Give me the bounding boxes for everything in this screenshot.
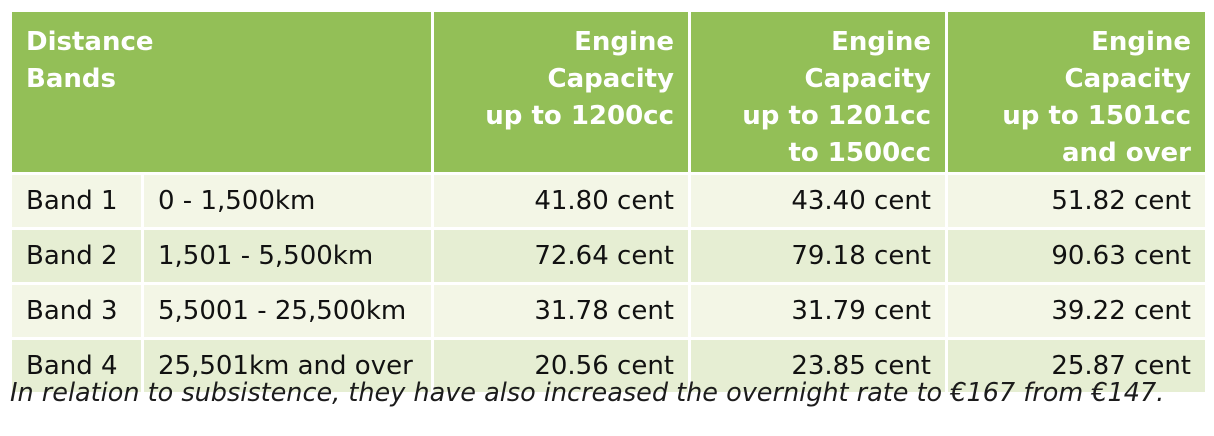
band-name-cell: Band 2: [9, 227, 144, 285]
band-name-cell: Band 4: [9, 337, 144, 395]
rate-cell: 31.78 cent: [431, 282, 691, 340]
rate-cell: 43.40 cent: [688, 172, 948, 230]
header-distance-bands: Distance Bands: [9, 9, 434, 175]
rate-cell: 51.82 cent: [945, 172, 1208, 230]
rate-cell: 79.18 cent: [688, 227, 948, 285]
band-name-cell: Band 3: [9, 282, 144, 340]
table-row: Band 1 0 - 1,500km 41.80 cent 43.40 cent…: [9, 172, 1208, 230]
table-row: Band 4 25,501km and over 20.56 cent 23.8…: [9, 337, 1208, 395]
mileage-rates-table: Distance Bands Engine Capacity up to 120…: [9, 9, 1208, 395]
header-row: Distance Bands Engine Capacity up to 120…: [9, 9, 1208, 175]
rate-cell: 20.56 cent: [431, 337, 691, 395]
distance-range-cell: 25,501km and over: [141, 337, 434, 395]
distance-range-cell: 1,501 - 5,500km: [141, 227, 434, 285]
rate-cell: 39.22 cent: [945, 282, 1208, 340]
table-row: Band 2 1,501 - 5,500km 72.64 cent 79.18 …: [9, 227, 1208, 285]
rate-cell: 25.87 cent: [945, 337, 1208, 395]
subsistence-note: In relation to subsistence, they have al…: [10, 378, 1165, 408]
table-row: Band 3 5,5001 - 25,500km 31.78 cent 31.7…: [9, 282, 1208, 340]
distance-range-cell: 5,5001 - 25,500km: [141, 282, 434, 340]
rate-cell: 23.85 cent: [688, 337, 948, 395]
rate-cell: 31.79 cent: [688, 282, 948, 340]
distance-range-cell: 0 - 1,500km: [141, 172, 434, 230]
rate-cell: 72.64 cent: [431, 227, 691, 285]
header-capacity-up-to-1200cc: Engine Capacity up to 1200cc: [431, 9, 691, 175]
rate-cell: 41.80 cent: [431, 172, 691, 230]
header-capacity-1501cc-and-over: Engine Capacity up to 1501cc and over: [945, 9, 1208, 175]
rate-cell: 90.63 cent: [945, 227, 1208, 285]
header-capacity-1201-to-1500cc: Engine Capacity up to 1201cc to 1500cc: [688, 9, 948, 175]
band-name-cell: Band 1: [9, 172, 144, 230]
